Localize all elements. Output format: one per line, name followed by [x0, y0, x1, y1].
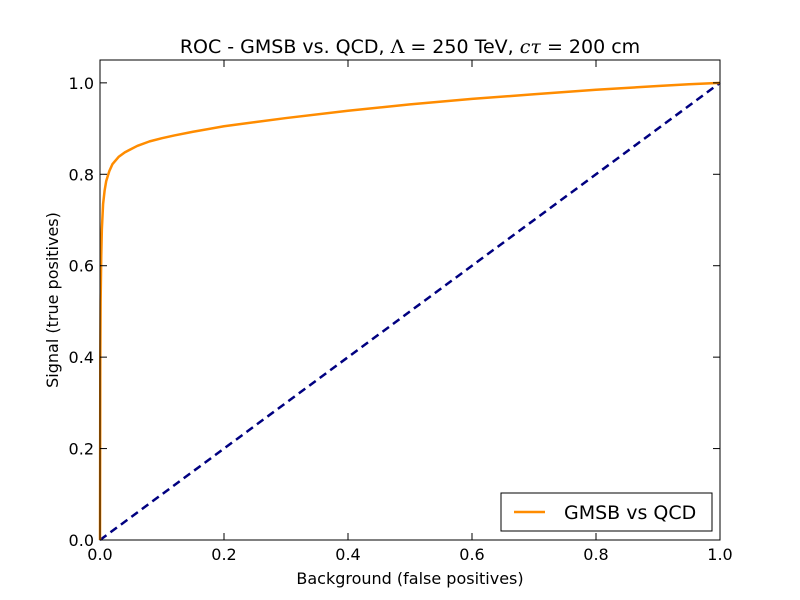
y-tick-label: 0.6	[69, 257, 94, 276]
plot-background	[100, 60, 720, 540]
y-axis-label: Signal (true positives)	[43, 212, 62, 388]
title-lambda-symbol: Λ	[390, 36, 405, 58]
legend-label-gmsb-vs-qcd: GMSB vs QCD	[564, 502, 696, 524]
y-tick-label: 0.0	[69, 531, 94, 550]
legend: GMSB vs QCD	[500, 492, 713, 532]
x-tick-label: 0.0	[87, 545, 112, 564]
series-layer	[98, 81, 721, 542]
x-tick-label: 1.0	[707, 545, 732, 564]
x-tick-label: 0.6	[459, 545, 484, 564]
y-tick-label: 0.4	[69, 348, 94, 367]
roc-curve-gmsb-vs-qcd	[98, 81, 721, 541]
title-lambda-value: = 250 TeV,	[404, 36, 519, 58]
title-ctau-symbol: cτ	[520, 36, 542, 58]
ticks-layer: 0.0 0.2 0.4 0.6 0.8 1.0 0.0 0.2 0.4 0.6 0.8 1.0	[69, 60, 733, 564]
x-axis-label: Background (false positives)	[296, 569, 523, 588]
x-tick-label: 0.2	[211, 545, 236, 564]
y-tick-label: 1.0	[69, 74, 94, 93]
y-tick-label: 0.8	[69, 165, 94, 184]
title-ctau-value: = 200 cm	[541, 36, 640, 58]
plot-area: 0.0 0.2 0.4 0.6 0.8 1.0 0.0 0.2 0.4 0.6 0.8 1.0	[69, 59, 733, 564]
chart-title: ROC - GMSB vs. QCD, Λ = 250 TeV, cτ = 20…	[180, 36, 640, 58]
x-tick-label: 0.8	[583, 545, 608, 564]
plot-frame	[99, 59, 721, 541]
diagonal-reference-line	[99, 81, 721, 542]
x-tick-label: 0.4	[335, 545, 360, 564]
title-prefix: ROC - GMSB vs. QCD,	[180, 36, 391, 58]
y-tick-label: 0.2	[69, 440, 94, 459]
